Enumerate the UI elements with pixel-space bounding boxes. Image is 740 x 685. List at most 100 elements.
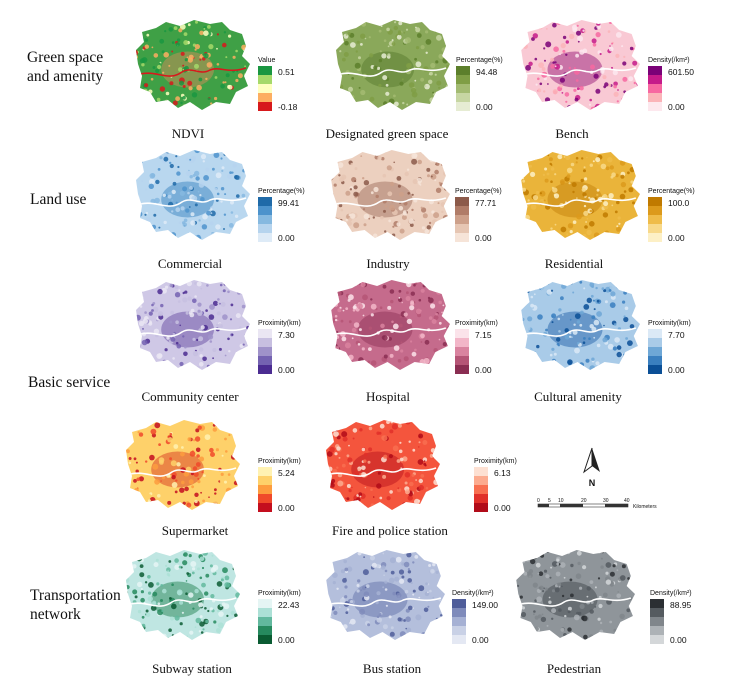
map-residential [521,150,640,240]
legend-title: Proximity(km) [455,320,498,327]
legend-title: Proximity(km) [258,320,301,327]
legend-swatch [452,599,466,608]
map-community [136,280,250,370]
legend-supermarket: Proximity(km) 5.24 0.00 [258,458,328,516]
scale-tick-20: 20 [581,498,587,504]
legend-swatch [648,329,662,338]
legend-min: 0.00 [668,102,685,112]
legend-swatch [258,467,272,476]
legend-swatch [258,233,272,242]
map-pedestrian [516,550,635,640]
legend-title: Proximity(km) [258,590,301,597]
legend-swatch [648,93,662,102]
legend-commercial: Percentage(%) 99.41 0.00 [258,188,328,246]
legend-title: Value [258,57,276,64]
legend-industry: Percentage(%) 77.71 0.00 [455,188,525,246]
legend-max: 601.50 [668,67,694,77]
map-commercial [136,150,250,240]
legend-swatch [258,224,272,233]
legend-swatch [258,485,272,494]
legend-title: Percentage(%) [648,188,695,195]
caption-commercial: Commercial [157,256,223,271]
legend-title: Density(/km²) [648,57,690,64]
legend-swatch [258,102,272,111]
legend-swatch [258,66,272,75]
legend-bench: Density(/km²) 601.50 0.00 [648,57,718,115]
legend-swatch [650,599,664,608]
legend-swatch [650,608,664,617]
legend-swatch [258,93,272,102]
legend-swatch [452,608,466,617]
legend-swatch [258,599,272,608]
legend-min: 0.00 [278,365,295,375]
legend-max: 100.0 [668,198,690,208]
legend-title: Percentage(%) [456,57,503,64]
legend-min: 0.00 [670,635,687,645]
legend-max: 94.48 [476,67,498,77]
caption-bench: Bench [555,126,589,141]
legend-min: 0.00 [668,365,685,375]
north-arrow-icon [583,447,600,474]
legend-community: Proximity(km) 7.30 0.00 [258,320,328,378]
legend-swatch [455,338,469,347]
legend-swatch [452,635,466,644]
legend-swatch [650,617,664,626]
legend-title: Density(/km²) [452,590,494,597]
legend-min: -0.18 [278,102,298,112]
legend-subway: Proximity(km) 22.43 0.00 [258,590,328,648]
legend-swatch [258,635,272,644]
scale-tick-5: 5 [548,498,551,504]
caption-ndvi: NDVI [171,126,205,141]
legend-swatch [258,503,272,512]
legend-swatch [474,503,488,512]
legend-swatch [258,84,272,93]
legend-title: Percentage(%) [455,188,502,195]
legend-title: Percentage(%) [258,188,305,195]
legend-swatch [455,233,469,242]
legend-max: 6.13 [494,468,511,478]
legend-swatch [258,329,272,338]
legend-swatch [258,347,272,356]
map-industry [331,150,450,240]
legend-swatch [455,365,469,374]
legend-swatch [258,75,272,84]
legend-max: 22.43 [278,600,300,610]
legend-swatch [648,338,662,347]
map-green [336,20,450,110]
legend-swatch [258,617,272,626]
map-hospital [331,280,450,370]
legend-min: 0.00 [668,233,685,243]
caption-supermarket: Supermarket [161,523,229,538]
map-subway [126,550,240,640]
caption-industry: Industry [366,256,410,271]
legend-title: Proximity(km) [648,320,691,327]
legend-min: 0.00 [278,635,295,645]
legend-max: 77.71 [475,198,497,208]
caption-green: Designated green space [325,126,449,141]
legend-min: 0.00 [278,503,295,513]
north-arrow: N [580,446,604,488]
scale-unit: Kilometers [633,504,657,510]
caption-cultural: Cultural amenity [534,389,622,404]
legend-swatch [648,347,662,356]
legend-min: 0.00 [472,635,489,645]
caption-pedestrian: Pedestrian [546,661,602,676]
caption-bus: Bus station [362,661,422,676]
legend-swatch [456,66,470,75]
legend-swatch [648,66,662,75]
legend-swatch [455,197,469,206]
legend-min: 0.00 [476,102,493,112]
legend-swatch [456,102,470,111]
scale-tick-10: 10 [558,498,564,504]
legend-swatch [452,617,466,626]
legend-swatch [648,84,662,93]
legend-swatch [456,84,470,93]
legend-swatch [474,494,488,503]
legend-min: 0.00 [494,503,511,513]
scale-tick-30: 30 [603,498,609,504]
legend-max: 7.70 [668,330,685,340]
legend-swatch [452,626,466,635]
legend-swatch [474,467,488,476]
legend-swatch [474,485,488,494]
legend-max: 7.15 [475,330,492,340]
